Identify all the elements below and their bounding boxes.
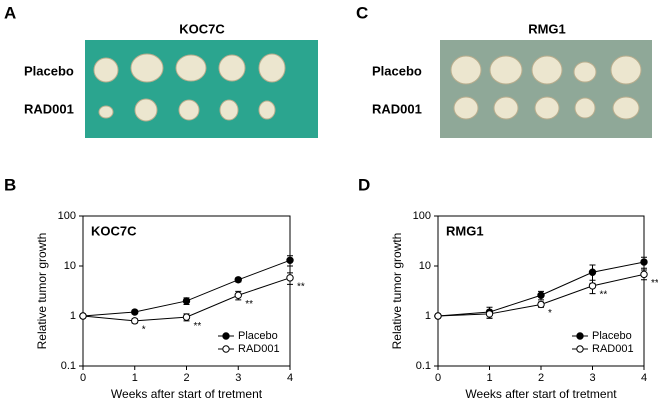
- panel-letter: C: [356, 3, 368, 22]
- data-point: [588, 282, 597, 290]
- data-point: [234, 276, 242, 284]
- data-point: [640, 258, 648, 266]
- data-point: [131, 317, 139, 325]
- legend-marker: [576, 345, 584, 353]
- data-point: [537, 291, 545, 299]
- legend-label: RAD001: [238, 343, 280, 355]
- row-label: RAD001: [24, 101, 74, 116]
- legend-label: RAD001: [592, 343, 634, 355]
- y-tick-label: 100: [413, 210, 431, 222]
- y-tick-label: 0.1: [416, 360, 431, 372]
- x-tick-label: 0: [435, 372, 441, 384]
- photo: [85, 40, 318, 138]
- chart-title: KOC7C: [91, 223, 137, 238]
- x-tick-label: 1: [486, 372, 492, 384]
- photo-title: RMG1: [528, 21, 566, 36]
- legend-label: Placebo: [238, 330, 278, 342]
- row-label: Placebo: [372, 63, 422, 78]
- row-label: RAD001: [372, 101, 422, 116]
- y-tick-label: 100: [58, 210, 76, 222]
- legend-marker: [222, 345, 230, 353]
- photo-title: KOC7C: [179, 21, 225, 36]
- panel-letter: B: [4, 175, 16, 194]
- x-tick-label: 0: [80, 372, 86, 384]
- photo-panel-c: C RMG1 Placebo RAD001: [356, 3, 652, 138]
- x-tick-label: 1: [132, 372, 138, 384]
- significance-label: **: [297, 281, 305, 292]
- photo: [440, 40, 652, 138]
- x-tick-label: 4: [287, 372, 293, 384]
- x-tick-label: 3: [589, 372, 595, 384]
- y-tick-label: 0.1: [61, 360, 76, 372]
- significance-label: *: [142, 324, 146, 335]
- x-tick-label: 3: [235, 372, 241, 384]
- x-tick-label: 2: [538, 372, 544, 384]
- y-axis-label: Relative tumor growth: [390, 233, 404, 350]
- chart: D RMG1 0.1 1 10 100 0 1 2 3 4 Weeks after start of …: [358, 175, 658, 401]
- data-point: [131, 308, 139, 316]
- data-point: [286, 256, 294, 265]
- x-axis-label: Weeks after start of tretment: [111, 387, 263, 401]
- data-point: [182, 313, 191, 321]
- chart: B KOC7C 0.1 1 10 100 0 1 2 3 4 Weeks after start of…: [4, 175, 305, 401]
- row-label: Placebo: [24, 63, 74, 78]
- y-tick-label: 1: [425, 310, 431, 322]
- x-tick-label: 4: [641, 372, 647, 384]
- y-tick-label: 10: [419, 260, 431, 272]
- y-tick-label: 1: [70, 310, 76, 322]
- x-axis-label: Weeks after start of tretment: [465, 387, 617, 401]
- significance-label: **: [194, 321, 202, 332]
- data-point: [485, 310, 494, 318]
- chart-title: RMG1: [446, 223, 484, 238]
- data-point: [234, 291, 242, 299]
- significance-label: *: [548, 308, 552, 319]
- y-tick-label: 10: [64, 260, 76, 272]
- x-tick-label: 2: [183, 372, 189, 384]
- data-point: [588, 268, 597, 276]
- significance-label: **: [600, 290, 608, 301]
- significance-label: **: [651, 278, 658, 289]
- significance-label: **: [245, 299, 253, 310]
- data-point: [79, 312, 87, 320]
- data-point: [182, 297, 191, 305]
- legend-label: Placebo: [592, 330, 632, 342]
- data-point: [537, 300, 545, 309]
- tumors: [450, 55, 642, 120]
- tumors: [93, 53, 286, 122]
- photo-panel-a: A KOC7C Placebo RAD001: [4, 3, 318, 138]
- y-axis-label: Relative tumor growth: [35, 233, 49, 350]
- legend-marker: [576, 332, 584, 340]
- data-point: [434, 312, 442, 320]
- data-point: [640, 270, 648, 279]
- panel-letter: A: [4, 3, 16, 22]
- legend-marker: [222, 332, 230, 340]
- data-point: [286, 274, 294, 282]
- panel-letter: D: [358, 175, 370, 194]
